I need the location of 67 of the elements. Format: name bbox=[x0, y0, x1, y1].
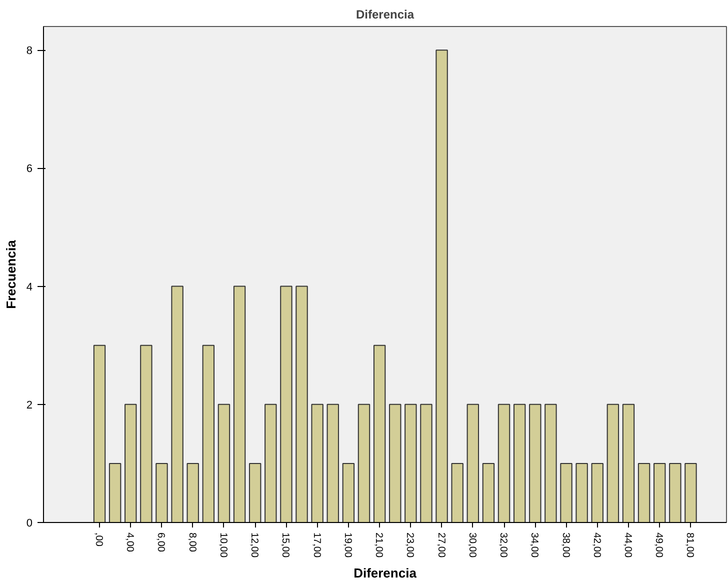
bar bbox=[606, 404, 620, 522]
bar bbox=[326, 404, 339, 522]
x-tick-label: 32,00 bbox=[498, 532, 509, 558]
bar bbox=[529, 404, 542, 522]
bar bbox=[171, 286, 184, 522]
bar bbox=[280, 286, 292, 522]
bar bbox=[498, 404, 510, 522]
bar bbox=[560, 462, 572, 522]
bar bbox=[296, 286, 308, 522]
bar bbox=[544, 404, 557, 522]
x-tick-label: 42,00 bbox=[590, 532, 602, 558]
y-tick-label: 8 bbox=[26, 45, 33, 58]
y-tick-label: 2 bbox=[26, 399, 33, 412]
bar bbox=[451, 462, 464, 522]
x-tick-label: 30,00 bbox=[466, 532, 478, 558]
bar bbox=[420, 404, 432, 522]
bar bbox=[248, 462, 262, 522]
x-tick-label: 19,00 bbox=[342, 532, 353, 558]
bar bbox=[93, 344, 106, 522]
x-tick-label: 44,00 bbox=[622, 532, 633, 558]
bar bbox=[389, 404, 402, 522]
bar bbox=[404, 404, 417, 522]
x-tick-label: 81,00 bbox=[684, 532, 696, 558]
bar bbox=[466, 404, 480, 522]
bar bbox=[638, 462, 650, 522]
bar bbox=[124, 404, 137, 522]
bar bbox=[108, 462, 122, 522]
bar bbox=[373, 344, 386, 522]
x-axis-title: Diferencia bbox=[354, 566, 418, 581]
x-tick-label: 17,00 bbox=[310, 532, 322, 558]
y-tick-label: 4 bbox=[26, 281, 33, 294]
x-tick-label: ,00 bbox=[93, 532, 104, 547]
bar bbox=[622, 404, 635, 522]
bar bbox=[591, 462, 604, 522]
bar bbox=[233, 286, 246, 522]
bar bbox=[513, 404, 526, 522]
bar bbox=[342, 462, 355, 522]
bar bbox=[436, 50, 448, 522]
y-axis-title: Frecuencia bbox=[3, 239, 18, 309]
x-tick-label: 6,00 bbox=[155, 532, 166, 552]
bar bbox=[576, 462, 588, 522]
x-tick-label: 12,00 bbox=[248, 532, 260, 558]
y-tick-label: 6 bbox=[26, 163, 33, 176]
x-tick-label: 49,00 bbox=[653, 532, 664, 558]
bar bbox=[482, 462, 495, 522]
x-tick-label: 8,00 bbox=[186, 532, 198, 552]
x-tick-label: 10,00 bbox=[217, 532, 228, 558]
bar bbox=[311, 404, 324, 522]
bar bbox=[218, 404, 230, 522]
x-tick-label: 4,00 bbox=[124, 532, 136, 552]
bar bbox=[186, 462, 199, 522]
bar bbox=[669, 462, 682, 522]
bar bbox=[654, 462, 666, 522]
x-tick-label: 27,00 bbox=[435, 532, 446, 558]
bar bbox=[264, 404, 277, 522]
x-tick-label: 23,00 bbox=[404, 532, 416, 558]
bar bbox=[358, 404, 370, 522]
x-tick-label: 15,00 bbox=[280, 532, 291, 558]
x-tick-label: 21,00 bbox=[373, 532, 384, 558]
chart-title: Diferencia bbox=[356, 8, 414, 22]
x-tick-label: 38,00 bbox=[560, 532, 571, 558]
bar bbox=[156, 462, 168, 522]
bar bbox=[684, 462, 697, 522]
bar bbox=[140, 344, 152, 522]
x-tick-label: 34,00 bbox=[528, 532, 540, 558]
bar bbox=[202, 344, 215, 522]
y-tick-label: 0 bbox=[26, 518, 33, 530]
